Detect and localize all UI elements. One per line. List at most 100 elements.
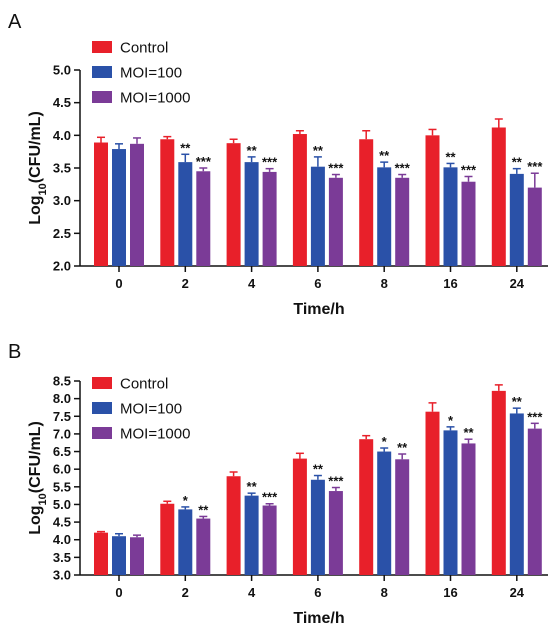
panel-b-significance-label: ** [247,479,258,494]
panel-b-y-tick-label: 3.0 [53,568,71,583]
panel-a-x-tick-label: 0 [115,276,122,291]
panel-a-bar [244,162,259,266]
panel-a: A Time/h Log10(CFU/mL) 2.0 2.5 3.0 3.5 4.0 4.… [8,11,548,318]
panel-a-significance-label: ** [247,143,258,158]
panel-b-significance-label: ** [198,502,209,517]
panel-a-bar [130,143,144,266]
panel-b-bar [160,503,175,575]
panel-b-significance-label: ** [463,425,474,440]
panel-a-legend-label: Control [120,40,168,57]
panel-a-significance-label: ** [180,140,191,155]
panel-b-significance-label: ** [512,394,523,409]
panel-b-legend-swatch [92,427,112,439]
panel-b-y-axis-title: Log10(CFU/mL) [27,421,49,535]
panel-a-legend-swatch [92,41,112,53]
panel-b-y-tick-label: 5.0 [53,497,71,512]
panel-a-significance-label: *** [461,162,477,177]
panel-b-y-tick-label: 7.5 [53,409,71,424]
panel-a-bar [292,134,307,266]
panel-a-bar [94,142,108,266]
panel-b-bar [94,532,108,575]
panel-a-y-tick-label: 2.5 [53,226,71,241]
panel-a-bar [395,177,410,266]
panel-a-bar [178,162,193,266]
panel-a-y-title-sub: 10 [37,183,49,195]
panel-a-bar [491,127,506,266]
panel-b-significance-label: * [382,434,388,449]
panel-a-bar [112,149,126,266]
panel-b-legend-swatch [92,402,112,414]
panel-b-y-title-sub: 10 [37,493,49,505]
panel-b-x-tick-label: 24 [510,585,525,600]
panel-a-significance-label: ** [512,155,523,170]
panel-b-y-title-prefix: Log [27,505,44,534]
panel-b-y-tick-label: 8.0 [53,391,71,406]
panel-b-bar [130,537,144,575]
panel-b-significance-label: ** [397,440,408,455]
panel-b-legend-label: Control [120,376,168,393]
panel-b-x-tick-label: 4 [248,585,256,600]
panel-a-significance-label: *** [527,159,543,174]
panel-a-bar [509,173,524,266]
panel-a-y-title-prefix: Log [27,195,44,224]
panel-letter-a: A [8,11,22,33]
panel-b-bar [491,390,506,575]
panel-b-bar [244,495,259,575]
panel-b: B Time/h Log10(CFU/mL) 3.0 3.5 4.0 4.5 5.0 5.… [8,341,548,627]
panel-a-y-tick-label: 4.5 [53,95,71,110]
panel-b-bar [178,509,193,575]
panel-b-y-tick-label: 4.5 [53,515,71,530]
panel-b-bar [328,491,343,575]
panel-b-x-tick-label: 16 [443,585,457,600]
panel-a-y-tick-label: 3.0 [53,193,71,208]
panel-a-y-title-suffix: (CFU/mL) [27,111,44,183]
panel-a-y-tick-label: 4.0 [53,128,71,143]
panel-a-significance-label: *** [196,154,212,169]
panel-a-x-axis-title: Time/h [293,301,344,318]
panel-b-bar [310,479,325,575]
panel-a-significance-label: ** [313,143,324,158]
panel-a-legend-label: MOI=100 [120,65,182,82]
panel-b-bar [395,459,410,575]
panel-b-significance-label: * [448,413,454,428]
panel-b-bar [226,476,241,575]
panel-b-bar [425,411,440,575]
panel-a-y-tick-label: 3.5 [53,161,71,176]
panel-b-bar [262,505,277,575]
panel-a-legend-swatch [92,66,112,78]
panel-b-significance-label: * [183,493,189,508]
panel-a-x-tick-label: 16 [443,276,457,291]
panel-b-y-tick-label: 7.0 [53,426,71,441]
panel-b-y-title-suffix: (CFU/mL) [27,421,44,493]
panel-b-y-tick-label: 6.0 [53,462,71,477]
panel-b-bar [112,536,126,575]
panel-a-bar [425,135,440,266]
panel-letter-b: B [8,341,21,363]
panel-b-significance-label: *** [328,474,344,489]
panel-b-bar [509,413,524,575]
panel-a-bar [226,143,241,266]
panel-a-bar [461,181,476,266]
panel-a-legend-label: MOI=1000 [120,90,190,107]
panel-a-bar [310,166,325,266]
panel-a-bar [443,167,458,266]
panel-b-y-tick-label: 8.5 [53,374,71,389]
panel-a-bar [160,139,175,266]
panel-a-significance-label: ** [445,149,456,164]
panel-b-x-tick-label: 8 [381,585,388,600]
panel-b-bar [359,439,374,575]
panel-a-significance-label: *** [395,161,411,176]
panel-b-y-tick-label: 3.5 [53,550,71,565]
panel-a-bar [377,167,392,266]
panel-b-bar [292,458,307,575]
panel-a-x-tick-label: 4 [248,276,256,291]
panel-a-bar [262,171,277,266]
panel-a-x-tick-label: 24 [510,276,525,291]
panel-b-bar [527,428,542,575]
panel-a-significance-label: *** [328,161,344,176]
panel-b-x-tick-label: 6 [314,585,321,600]
panel-a-legend-swatch [92,91,112,103]
panel-b-bar [196,518,211,575]
panel-b-bar [461,443,476,575]
